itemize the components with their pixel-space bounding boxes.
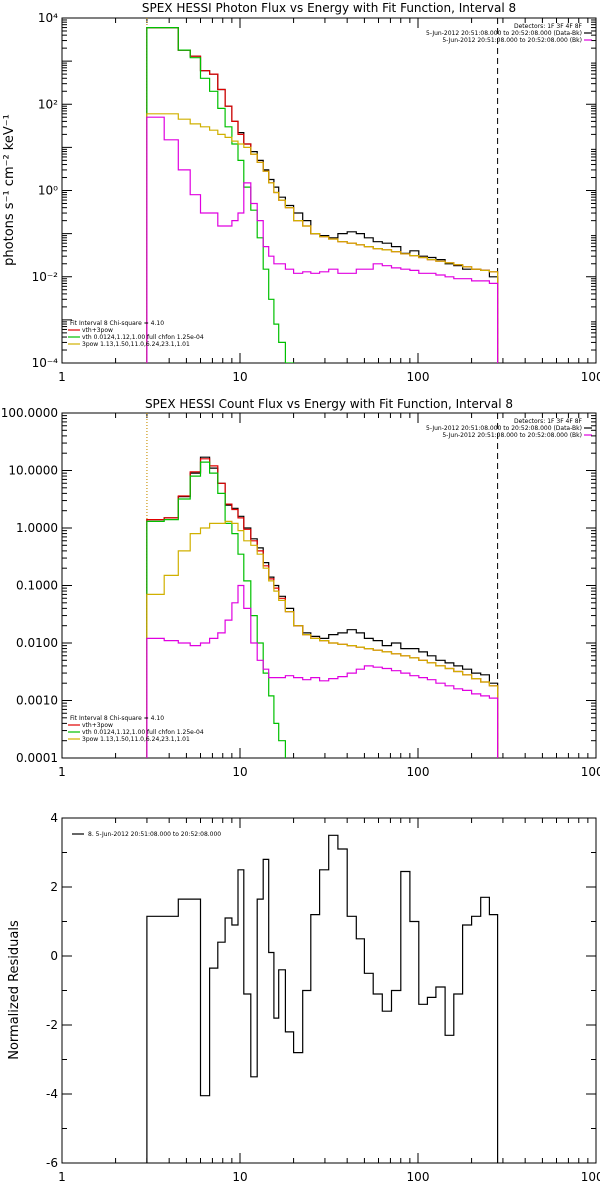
x-tick-label: 100 — [407, 370, 430, 384]
series-3pow — [146, 520, 499, 758]
legend-entry: Fit Interval 8 Chi-square = 4.10 — [70, 715, 164, 722]
y-tick-label: 0.0010 — [16, 694, 58, 708]
x-tick-label: 1000 — [581, 1170, 600, 1184]
y-tick-label: 0.1000 — [16, 579, 58, 593]
legend-entry: vth 0.0124,1.12,1.00 full chfon 1.25e-04 — [82, 334, 204, 341]
x-tick-label: 100 — [407, 1170, 430, 1184]
y-tick-label: 2 — [50, 880, 58, 894]
series-group — [146, 413, 499, 758]
plot-frame — [61, 17, 597, 364]
y-axis-label: photons s⁻¹ cm⁻² keV⁻¹ — [2, 114, 17, 266]
legend-entry: vth+3pow — [82, 722, 113, 729]
panel-residuals: Normalized Residuals 1 10 100 1000 -6 -4 -2 0 2 4… — [7, 811, 600, 1184]
x-tick-label: 10 — [232, 1170, 247, 1184]
chart-title: SPEX HESSI Count Flux vs Energy with Fit… — [145, 397, 513, 411]
legend-entry: Fit Interval 8 Chi-square = 4.10 — [70, 320, 164, 327]
x-tick-label: 1 — [58, 1170, 66, 1184]
series-3pow — [146, 113, 499, 363]
y-tick-label: 0.0001 — [16, 751, 58, 765]
panel-count-flux: SPEX HESSI Count Flux vs Energy with Fit… — [1, 397, 600, 779]
series-vth-3pow — [146, 458, 499, 758]
series-bk — [146, 116, 499, 363]
x-tick-label: 1000 — [581, 765, 600, 779]
series-bk — [146, 584, 499, 758]
plot-frame — [61, 412, 597, 759]
axes: 1 10 100 1000 10⁻⁴ 10⁻² 10⁰ 10² 10⁴ — [32, 11, 600, 384]
y-tick-label: 10.0000 — [8, 464, 58, 478]
x-tick-label: 1 — [58, 765, 66, 779]
legend-entry: vth 0.0124,1.12,1.00 full chfon 1.25e-04 — [82, 729, 204, 736]
chart-title: SPEX HESSI Photon Flux vs Energy with Fi… — [142, 1, 516, 15]
y-tick-label: 10⁰ — [38, 184, 58, 198]
y-tick-label: 100.0000 — [1, 406, 58, 420]
y-tick-label: -2 — [46, 1018, 58, 1032]
axes: 1 10 100 1000 -6 -4 -2 0 2 4 — [46, 811, 600, 1184]
legend: 8. 5-Jun-2012 20:51:08.000 to 20:52:08.0… — [72, 831, 221, 838]
legend-entry: Detectors: 1F 3F 4F 8F — [514, 23, 583, 30]
legend: Detectors: 1F 3F 4F 8F5-Jun-2012 20:51:0… — [68, 23, 592, 348]
legend-entry: 3pow 1.13,1.50,11.0,6.24,23.1,1.01 — [82, 736, 190, 743]
y-tick-label: 10⁴ — [38, 11, 58, 25]
series-group — [146, 18, 499, 363]
x-tick-label: 10 — [232, 765, 247, 779]
legend-entry: 8. 5-Jun-2012 20:51:08.000 to 20:52:08.0… — [88, 831, 221, 838]
x-tick-label: 1 — [58, 370, 66, 384]
y-axis-label: Normalized Residuals — [7, 920, 22, 1060]
series-vth — [146, 27, 298, 363]
y-tick-label: 0 — [50, 949, 58, 963]
y-tick-label: 0.0100 — [16, 636, 58, 650]
series-residuals — [146, 834, 499, 1163]
legend: Detectors: 1F 3F 4F 8F5-Jun-2012 20:51:0… — [68, 418, 592, 743]
y-tick-label: 10² — [38, 97, 58, 111]
series-group — [146, 834, 499, 1163]
panel-photon-flux: SPEX HESSI Photon Flux vs Energy with Fi… — [2, 1, 600, 384]
axes: 1 10 100 1000 0.0001 0.0010 0.0100 0.1000 1.0000… — [1, 406, 600, 779]
series-data-bk — [146, 456, 499, 758]
legend-entry: 5-Jun-2012 20:51:08.000 to 20:52:08.000 … — [442, 432, 582, 439]
y-tick-label: -6 — [46, 1156, 58, 1170]
y-tick-label: 1.0000 — [16, 521, 58, 535]
legend-entry: 5-Jun-2012 20:51:08.000 to 20:52:08.000 … — [426, 30, 582, 37]
legend-entry: vth+3pow — [82, 327, 113, 334]
y-tick-label: -4 — [46, 1087, 58, 1101]
series-vth — [146, 461, 286, 758]
y-tick-label: 10⁻⁴ — [32, 356, 59, 370]
legend-entry: 5-Jun-2012 20:51:08.000 to 20:52:08.000 … — [426, 425, 582, 432]
x-tick-label: 1000 — [581, 370, 600, 384]
x-tick-label: 10 — [232, 370, 247, 384]
y-tick-label: 10⁻² — [32, 270, 59, 284]
legend-entry: Detectors: 1F 3F 4F 8F — [514, 418, 583, 425]
x-tick-label: 100 — [407, 765, 430, 779]
y-tick-label: 4 — [50, 811, 58, 825]
legend-entry: 5-Jun-2012 20:51:08.000 to 20:52:08.000 … — [442, 37, 582, 44]
legend-entry: 3pow 1.13,1.50,11.0,6.24,23.1,1.01 — [82, 341, 190, 348]
